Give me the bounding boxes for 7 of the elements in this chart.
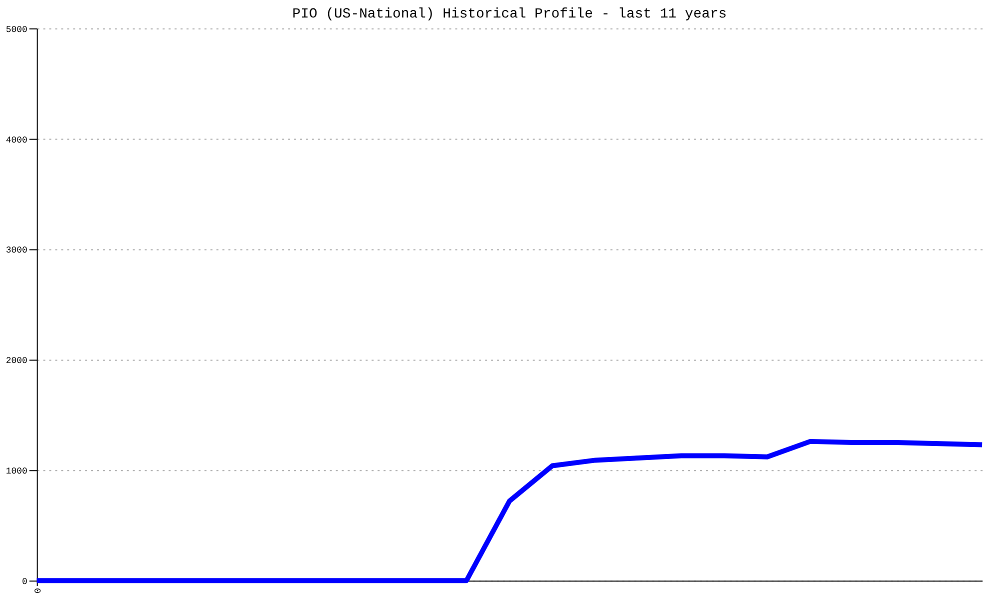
y-tick-label: 5000: [6, 24, 28, 35]
y-tick-label: 1000: [6, 466, 28, 477]
chart-title: PIO (US-National) Historical Profile - last 11 years: [292, 6, 727, 22]
y-tick-label: 4000: [6, 135, 28, 146]
y-tick-label: 0: [22, 577, 28, 588]
y-tick-label: 3000: [6, 246, 28, 256]
y-tick-label: 2000: [6, 356, 28, 366]
